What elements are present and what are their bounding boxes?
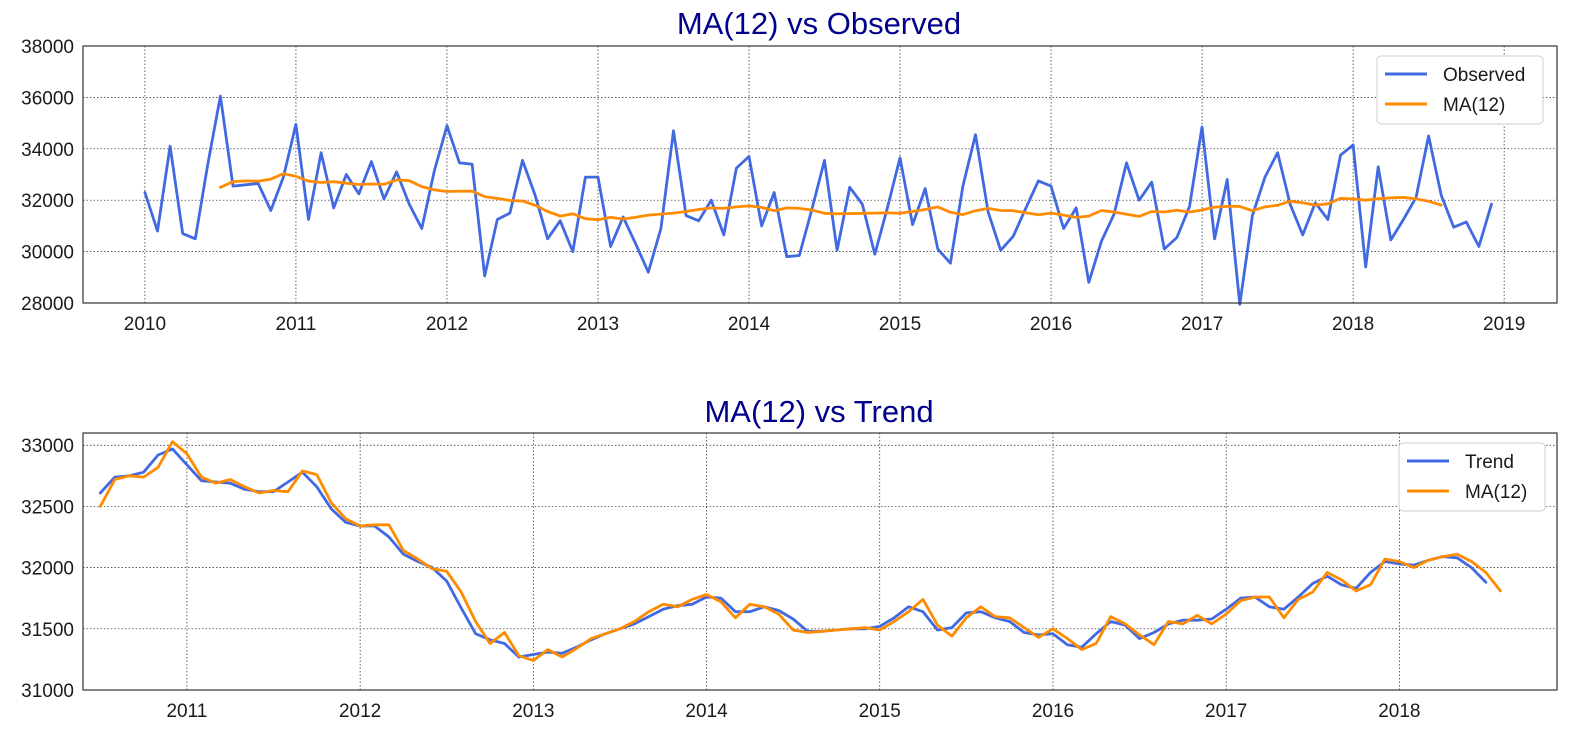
y-tick-label: 32000 — [21, 191, 74, 212]
y-tick-label: 28000 — [21, 294, 74, 315]
legend-label: MA(12) — [1465, 482, 1527, 503]
series-line-ma-12 — [218, 172, 1443, 222]
plot-frame — [82, 432, 1558, 691]
y-tick-label: 31000 — [21, 681, 74, 702]
legend-label: Trend — [1465, 452, 1514, 473]
y-tick-label: 30000 — [21, 243, 74, 264]
legend: Trend MA(12) — [1398, 442, 1546, 512]
x-tick-label: 2012 — [426, 314, 468, 335]
y-tick-label: 36000 — [21, 88, 74, 109]
x-tick-label: 2018 — [1378, 701, 1420, 722]
chart-title: MA(12) vs Observed — [677, 6, 961, 41]
x-tick-label: 2012 — [339, 701, 381, 722]
x-tick-label: 2017 — [1205, 701, 1247, 722]
y-tick-label: 31500 — [21, 620, 74, 641]
legend: Observed MA(12) — [1376, 55, 1544, 125]
chart-ma-vs-trend: MA(12) vs Trend 31000 31500 32000 32500 3300… — [21, 394, 1558, 722]
x-tick-label: 2016 — [1030, 314, 1072, 335]
legend-label: Observed — [1443, 65, 1525, 86]
chart-title: MA(12) vs Trend — [704, 394, 933, 429]
plot-frame — [82, 45, 1558, 304]
chart-ma-vs-observed: MA(12) vs Observed 28000 30000 32000 34000 3… — [21, 6, 1558, 335]
x-tick-label: 2015 — [859, 701, 901, 722]
series-line-ma-12 — [98, 440, 1502, 662]
x-tick-label: 2014 — [685, 701, 728, 722]
series-line-observed — [143, 94, 1493, 306]
series-line-trend — [98, 447, 1488, 659]
x-tick-label: 2011 — [166, 701, 207, 722]
x-tick-label: 2013 — [577, 314, 619, 335]
x-tick-label: 2018 — [1332, 314, 1374, 335]
x-tick-label: 2011 — [276, 314, 317, 335]
y-tick-label: 32000 — [21, 559, 74, 580]
x-tick-label: 2019 — [1483, 314, 1525, 335]
y-tick-label: 32500 — [21, 497, 74, 518]
x-tick-label: 2017 — [1181, 314, 1223, 335]
x-tick-label: 2013 — [512, 701, 554, 722]
y-tick-label: 38000 — [21, 37, 74, 58]
x-tick-label: 2010 — [124, 314, 166, 335]
x-tick-label: 2016 — [1032, 701, 1074, 722]
x-tick-label: 2015 — [879, 314, 921, 335]
y-tick-label: 34000 — [21, 140, 74, 161]
y-tick-label: 33000 — [21, 436, 74, 457]
x-tick-label: 2014 — [728, 314, 771, 335]
legend-label: MA(12) — [1443, 95, 1505, 116]
